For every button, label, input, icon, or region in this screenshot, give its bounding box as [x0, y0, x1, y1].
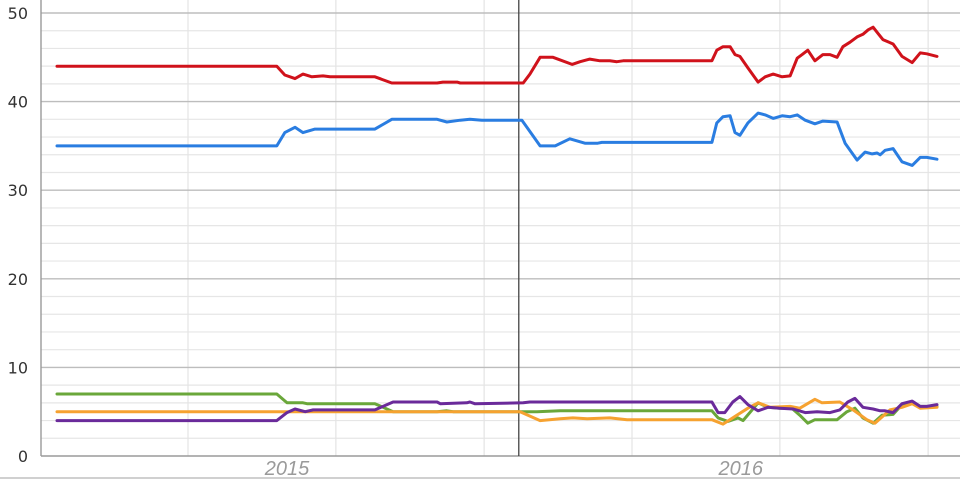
series-line-2	[55, 392, 939, 425]
series-line-1	[55, 111, 939, 167]
y-tick-label: 50	[8, 4, 28, 23]
x-axis-ticks: 2015 2016	[264, 458, 764, 480]
y-tick-label: 40	[8, 93, 28, 112]
y-axis-ticks: 0 10 20 30 40 50	[8, 4, 28, 466]
series-lines	[55, 25, 939, 426]
y-tick-label: 0	[18, 447, 28, 466]
x-tick-label: 2016	[718, 458, 764, 480]
y-tick-label: 20	[8, 270, 28, 289]
series-line-0	[55, 25, 939, 85]
y-tick-label: 10	[8, 358, 28, 377]
series-line-4	[55, 395, 939, 423]
x-tick-label: 2015	[264, 458, 310, 480]
y-tick-label: 30	[8, 181, 28, 200]
